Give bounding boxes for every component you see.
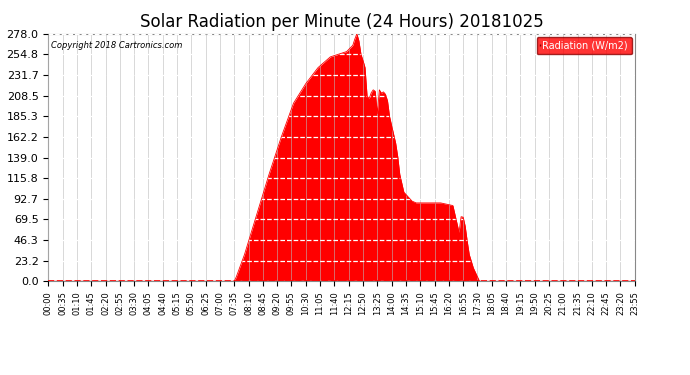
Legend: Radiation (W/m2): Radiation (W/m2) (537, 37, 632, 54)
Title: Solar Radiation per Minute (24 Hours) 20181025: Solar Radiation per Minute (24 Hours) 20… (139, 13, 544, 31)
Text: Copyright 2018 Cartronics.com: Copyright 2018 Cartronics.com (51, 41, 183, 50)
